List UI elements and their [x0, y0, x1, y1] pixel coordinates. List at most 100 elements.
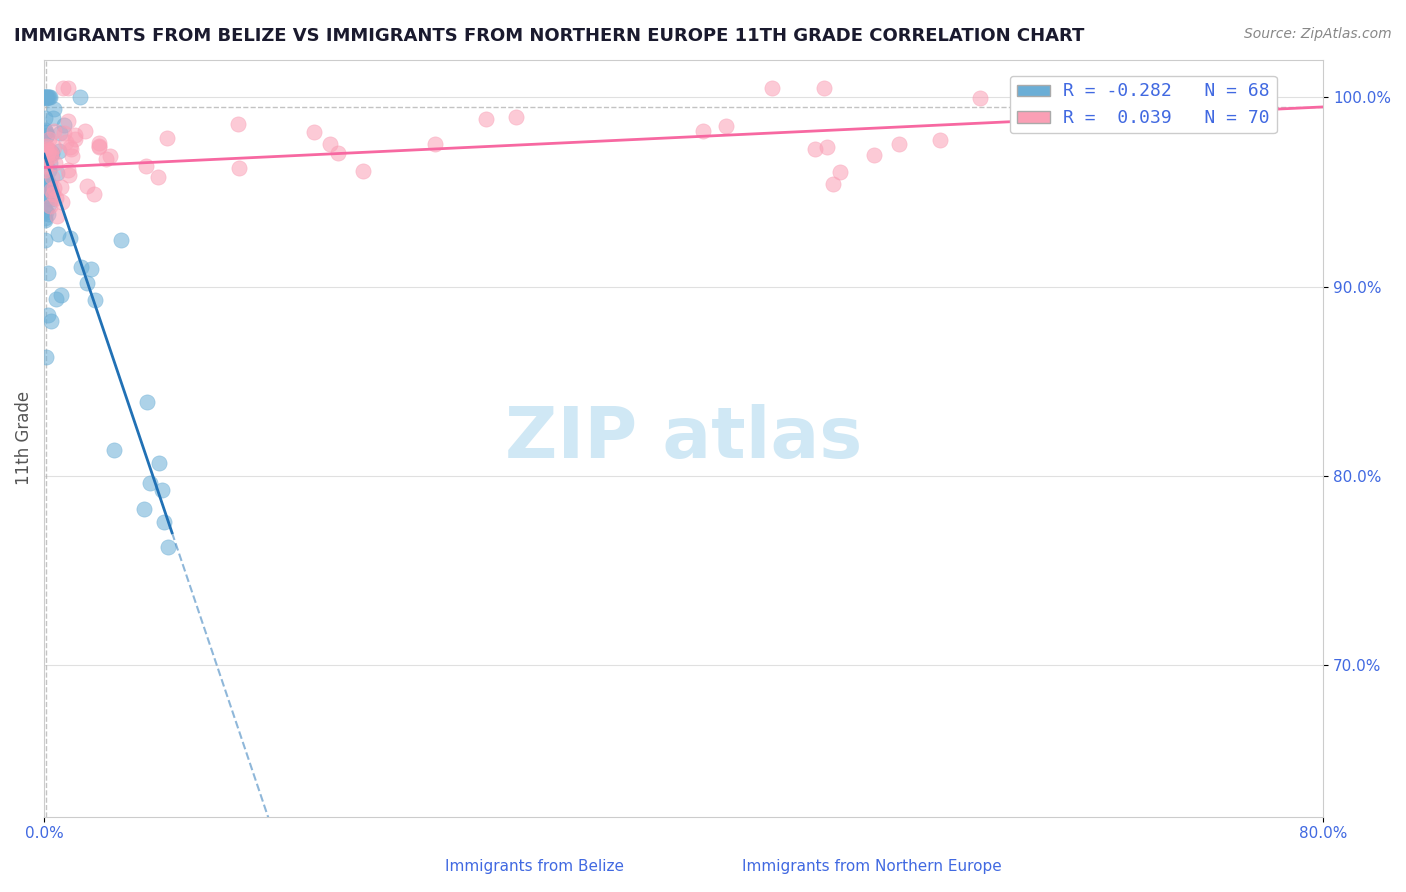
Point: [35, 138, 58, 153]
Point: [58, 168, 80, 182]
Point: [823, 177, 845, 191]
Point: [1097, 115, 1119, 129]
Point: [83, 186, 105, 201]
Point: [34, 159, 56, 173]
Point: [34, 182, 56, 196]
Point: [41, 145, 63, 160]
Point: [41, 111, 63, 125]
Point: [49, 287, 72, 301]
Point: [89, 139, 111, 153]
Point: [37, 266, 59, 280]
Point: [34, 173, 56, 187]
Point: [59, 139, 82, 153]
Point: [34, 202, 56, 217]
Point: [352, 164, 374, 178]
Point: [69, 90, 91, 104]
Point: [35, 351, 58, 365]
Point: [63, 128, 86, 142]
Point: [34, 211, 56, 225]
Point: [146, 170, 169, 185]
Point: [70, 260, 93, 274]
Point: [60, 142, 83, 156]
Point: [226, 117, 249, 131]
Point: [35, 90, 58, 104]
Y-axis label: 11th Grade: 11th Grade: [15, 391, 32, 485]
Point: [38, 163, 60, 178]
Point: [1052, 90, 1074, 104]
Point: [156, 131, 179, 145]
Point: [425, 136, 447, 151]
Point: [34, 189, 56, 203]
Point: [35, 149, 58, 163]
Point: [716, 119, 738, 133]
Point: [51, 81, 73, 95]
Point: [37, 182, 59, 196]
Point: [135, 159, 157, 173]
Point: [98, 148, 121, 162]
Point: [35, 90, 58, 104]
Point: [52, 118, 75, 132]
Point: [39, 90, 62, 104]
Point: [37, 145, 59, 160]
Point: [94, 152, 117, 166]
Point: [37, 206, 59, 220]
Legend: R = -0.282   N = 68, R =  0.039   N = 70: R = -0.282 N = 68, R = 0.039 N = 70: [1010, 76, 1277, 133]
Point: [38, 196, 60, 211]
Point: [44, 156, 66, 170]
Point: [39, 183, 62, 197]
Point: [34, 233, 56, 247]
Point: [38, 132, 60, 146]
Point: [35, 128, 58, 142]
Point: [35, 193, 58, 207]
Point: [37, 175, 59, 189]
Point: [38, 143, 60, 157]
Point: [41, 192, 63, 206]
Point: [59, 231, 82, 245]
Point: [132, 502, 155, 516]
Point: [150, 483, 173, 498]
Point: [34, 155, 56, 169]
Text: ZIP atlas: ZIP atlas: [505, 403, 862, 473]
Point: [55, 136, 77, 150]
Point: [80, 262, 103, 277]
Point: [52, 126, 75, 140]
Point: [38, 90, 60, 104]
Point: [35, 152, 58, 166]
Point: [60, 149, 83, 163]
Point: [45, 165, 67, 179]
Text: Immigrants from Northern Europe: Immigrants from Northern Europe: [742, 859, 1001, 874]
Text: Immigrants from Belize: Immigrants from Belize: [444, 859, 624, 874]
Point: [34, 90, 56, 104]
Point: [76, 178, 98, 193]
Point: [228, 161, 250, 176]
Point: [49, 126, 72, 140]
Point: [35, 205, 58, 219]
Point: [83, 293, 105, 307]
Point: [35, 152, 58, 166]
Point: [41, 314, 63, 328]
Point: [39, 199, 62, 213]
Point: [42, 102, 65, 116]
Point: [505, 110, 527, 124]
Point: [35, 125, 58, 139]
Point: [37, 308, 59, 322]
Point: [103, 443, 125, 458]
Point: [48, 227, 70, 242]
Point: [830, 165, 852, 179]
Point: [38, 156, 60, 170]
Text: IMMIGRANTS FROM BELIZE VS IMMIGRANTS FROM NORTHERN EUROPE 11TH GRADE CORRELATION: IMMIGRANTS FROM BELIZE VS IMMIGRANTS FRO…: [14, 27, 1084, 45]
Point: [863, 148, 886, 162]
Point: [42, 181, 65, 195]
Point: [42, 186, 65, 201]
Point: [35, 142, 58, 156]
Point: [56, 114, 79, 128]
Text: Source: ZipAtlas.com: Source: ZipAtlas.com: [1244, 27, 1392, 41]
Point: [34, 90, 56, 104]
Point: [37, 90, 59, 104]
Point: [34, 111, 56, 125]
Point: [761, 81, 783, 95]
Point: [48, 144, 70, 158]
Point: [34, 122, 56, 136]
Point: [136, 395, 159, 409]
Point: [34, 144, 56, 158]
